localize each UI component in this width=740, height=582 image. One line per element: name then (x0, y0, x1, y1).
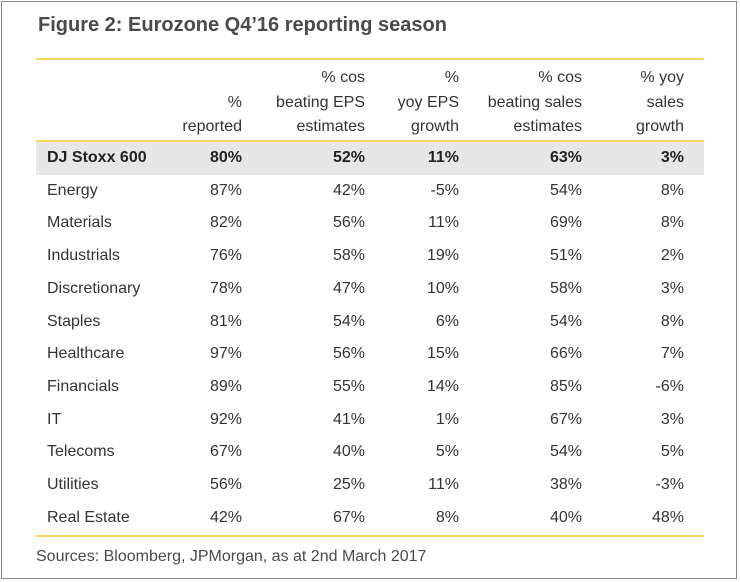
row-value: 56% (209, 476, 242, 493)
row-label: Discretionary (47, 279, 141, 297)
row-value: 41% (332, 410, 365, 428)
row-label: Staples (47, 312, 101, 330)
table-row-index: DJ Stoxx 600 80% 52% 11% 63% 3% (36, 142, 704, 175)
row-value: 48% (651, 508, 684, 526)
row-value: 11% (427, 149, 459, 166)
row-label: Telecoms (47, 443, 115, 461)
header-top-rule (36, 58, 704, 60)
header-beating-sales: % cos beating sales estimates (487, 69, 582, 135)
row-value: 11% (428, 214, 459, 232)
header-yoy-sales: % yoy sales growth (635, 69, 684, 135)
row-value: 67% (549, 410, 582, 428)
table-row: IT 92% 41% 1% 67% 3% (36, 404, 704, 437)
row-value: 54% (549, 312, 582, 330)
row-value: 67% (332, 508, 365, 526)
row-label: Financials (47, 377, 120, 395)
table-row: Telecoms 67% 40% 5% 54% 5% (36, 436, 704, 469)
table-row: Staples 81% 54% 6% 54% 8% (36, 306, 704, 339)
row-value: 10% (426, 279, 459, 297)
row-value: 69% (549, 214, 582, 232)
row-value: 78% (209, 279, 242, 297)
row-value: -6% (655, 377, 684, 395)
row-value: 6% (435, 312, 459, 330)
row-label: Energy (47, 181, 98, 199)
row-value: -3% (655, 476, 684, 493)
row-value: 8% (660, 312, 684, 330)
row-value: 42% (209, 508, 242, 526)
row-value: 40% (332, 443, 365, 461)
row-value: 5% (435, 443, 459, 461)
row-label: Materials (47, 214, 112, 232)
header-pct-reported: % reported (182, 93, 242, 136)
row-value: 56% (332, 345, 365, 363)
figure-title: Figure 2: Eurozone Q4’16 reporting seaso… (38, 14, 447, 36)
row-value: 7% (660, 345, 684, 363)
row-label: DJ Stoxx 600 (47, 149, 147, 166)
table-row: Healthcare 97% 56% 15% 66% 7% (36, 338, 704, 371)
row-value: 14% (426, 377, 459, 395)
row-value: 55% (332, 377, 365, 395)
row-value: 11% (428, 476, 459, 493)
row-value: 80% (209, 149, 242, 166)
row-value: 1% (435, 410, 459, 428)
row-value: 3% (660, 149, 684, 166)
row-value: 40% (549, 508, 582, 526)
sources-note: Sources: Bloomberg, JPMorgan, as at 2nd … (36, 548, 427, 565)
row-label: Industrials (47, 247, 120, 265)
row-value: 47% (332, 279, 365, 297)
row-value: 58% (332, 247, 365, 265)
row-value: 42% (332, 181, 365, 199)
row-value: 85% (549, 377, 582, 395)
row-value: 92% (209, 410, 242, 428)
table-row: Utilities 56% 25% 11% 38% -3% (36, 469, 704, 502)
row-value: 8% (435, 508, 459, 526)
row-value: 54% (549, 181, 582, 199)
row-value: 5% (660, 443, 684, 461)
header-yoy-eps: % yoy EPS growth (397, 69, 459, 135)
row-value: 89% (209, 377, 242, 395)
row-value: 67% (209, 443, 242, 461)
table-row: Real Estate 42% 67% 8% 40% 48% (36, 502, 704, 535)
row-label: Healthcare (47, 345, 125, 363)
row-value: 38% (549, 476, 582, 493)
row-value: 3% (660, 279, 684, 297)
row-value: 52% (332, 149, 365, 166)
row-value: 25% (332, 476, 365, 493)
row-value: 54% (332, 312, 365, 330)
row-value: 8% (660, 181, 684, 199)
header-beating-eps: % cos beating EPS estimates (276, 69, 365, 135)
row-value: 2% (660, 247, 684, 265)
row-value: 63% (549, 149, 582, 166)
table-row: Financials 89% 55% 14% 85% -6% (36, 371, 704, 404)
row-value: 15% (426, 345, 459, 363)
row-value: 82% (209, 214, 242, 232)
table-row: Materials 82% 56% 11% 69% 8% (36, 207, 704, 240)
row-value: 56% (332, 214, 365, 232)
table-row: Energy 87% 42% -5% 54% 8% (36, 175, 704, 208)
table-bottom-rule (36, 535, 704, 537)
row-value: 97% (209, 345, 242, 363)
row-value: 19% (426, 247, 459, 265)
row-value: 87% (209, 181, 242, 199)
row-value: 54% (549, 443, 582, 461)
row-label: Real Estate (47, 508, 130, 526)
row-value: 51% (549, 247, 582, 265)
row-value: 81% (209, 312, 242, 330)
row-value: 8% (660, 214, 684, 232)
row-value: 76% (209, 247, 242, 265)
row-label: Utilities (47, 476, 99, 493)
row-label: IT (47, 410, 62, 428)
header-bottom-rule (36, 140, 704, 142)
row-value: 66% (549, 345, 582, 363)
row-value: 58% (549, 279, 582, 297)
row-value: 3% (660, 410, 684, 428)
table-row: Industrials 76% 58% 19% 51% 2% (36, 240, 704, 273)
table-row: Discretionary 78% 47% 10% 58% 3% (36, 273, 704, 306)
row-value: -5% (430, 181, 459, 199)
